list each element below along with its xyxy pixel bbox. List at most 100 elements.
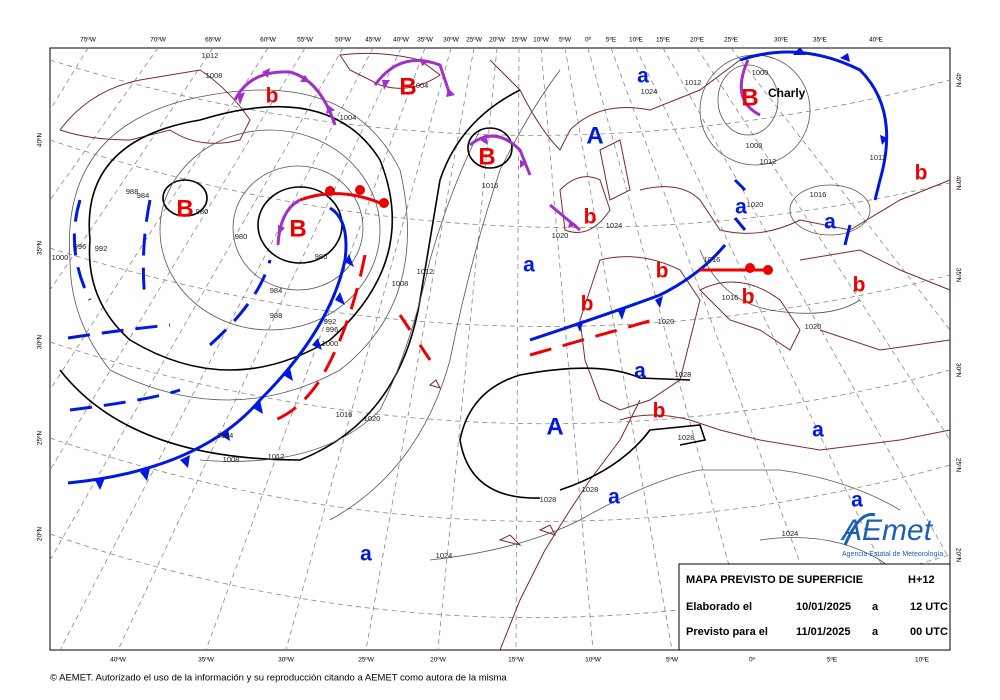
isobar-label: 996 [74,242,87,251]
low-minor: b [656,260,669,283]
isobar-label: 1012 [417,267,434,276]
isobar-label: 1016 [704,255,721,264]
isobar-label: 1024 [436,551,453,560]
high-minor: a [608,486,620,509]
info-lead-time: H+12 [908,574,935,586]
isobar-label: 1020 [658,317,675,326]
isobar-label: 1024 [782,529,799,538]
longitude-label: 15ºE [656,37,671,44]
isobar-label: 992 [324,317,337,326]
isobar-label: 1016 [336,410,353,419]
longitude-label: 40ºE [869,37,884,44]
isobar-label: 984 [270,286,283,295]
low-minor: b [742,286,755,309]
isobar-label: 1012 [268,452,285,461]
low-center: B [289,215,306,242]
latitude-label: 20ºN [954,548,961,563]
isobar-label: 980 [235,232,248,241]
high-minor: a [523,254,535,277]
longitude-label: 15ºW [511,37,528,44]
isobar-label: 1028 [678,433,695,442]
low-minor: b [653,400,666,423]
longitude-label: 60ºW [260,37,277,44]
longitude-label: 20ºW [430,657,447,664]
longitude-label: 0º [585,37,592,44]
isobars [59,54,951,601]
longitude-label: 75ºW [80,37,97,44]
longitude-label: 45ºW [365,37,382,44]
logo: AEmet Agencia Estatal de Meteorología [840,512,943,558]
high-minor: a [360,543,372,566]
longitude-label: 10ºW [585,657,602,664]
low-minor: b [266,85,279,108]
longitude-label: 10ºW [533,37,550,44]
isobar-label: 1008 [206,71,223,80]
isobar-label: 1008 [223,455,240,464]
isobar-label: 1000 [52,253,69,262]
info-cell: 00 UTC [910,626,948,638]
logo-subtitle: Agencia Estatal de Meteorología [842,551,943,558]
isobar-label: 1024 [606,221,623,230]
longitude-label: 5ºW [559,37,572,44]
isobar-label: 1016 [722,293,739,302]
info-cell: Previsto para el [686,626,768,638]
high-minor: a [824,211,836,234]
high-minor: a [637,65,649,88]
longitude-label: 40ºW [393,37,410,44]
longitude-label: 15ºW [508,657,525,664]
isobar-label: 984 [137,191,150,200]
info-title: MAPA PREVISTO DE SUPERFICIE [686,574,863,586]
longitude-label: 35ºW [198,657,215,664]
longitude-label: 5ºW [666,657,679,664]
isobar-label: 980 [315,252,328,261]
longitude-label: 5ºE [827,657,838,664]
longitude-label: 25ºW [358,657,375,664]
copyright: © AEMET. Autorizado el uso de la informa… [50,673,507,684]
longitude-label: 25ºW [466,37,483,44]
latitude-label: 30ºN [954,363,961,378]
high-minor: a [851,489,863,512]
longitude-label: 30ºE [774,37,789,44]
low-minor: b [915,162,928,185]
latitude-label: 30ºN [37,335,44,350]
longitude-label: 30ºW [278,657,295,664]
info-cell: 12 UTC [910,601,948,613]
low-minor: b [581,293,594,316]
low-minor: b [584,206,597,229]
isobar-label: 1016 [482,181,499,190]
map-frame [49,47,951,651]
longitude-label: 5ºE [606,37,617,44]
coastlines [59,52,951,651]
isobar-label: 1016 [810,190,827,199]
longitude-label: 55ºW [297,37,314,44]
info-cell: 11/01/2025 [796,626,850,638]
graticule [49,47,951,651]
high-minor: a [735,196,747,219]
latitude-label: 40ºN [37,133,44,148]
high-minor: a [634,360,646,383]
isobar-label: 980 [196,207,209,216]
longitude-label: 10ºE [915,657,930,664]
isobar-label: 988 [126,187,139,196]
isobar-label: 992 [95,244,108,253]
latitude-label: 35ºN [954,268,961,283]
isobar-label: 1028 [675,370,692,379]
info-cell: Elaborado el [686,601,752,613]
info-box: MAPA PREVISTO DE SUPERFICIE H+12 [678,563,951,651]
isobar-label: 1028 [540,495,557,504]
isobar-label: 1008 [746,141,763,150]
isobar-label: 1020 [805,322,822,331]
isobar-label: 1000 [322,339,339,348]
isobar-label: 988 [270,311,283,320]
low-center: B [176,195,193,222]
high-center: A [546,413,563,440]
longitude-label: 35ºW [417,37,434,44]
logo-mark: AEmet [840,514,934,547]
low-minor: b [853,274,866,297]
isobar-label: 1012 [760,157,777,166]
longitude-label: 40ºW [110,657,127,664]
longitude-label: 20ºE [690,37,705,44]
isobar-label: 1024 [641,87,658,96]
